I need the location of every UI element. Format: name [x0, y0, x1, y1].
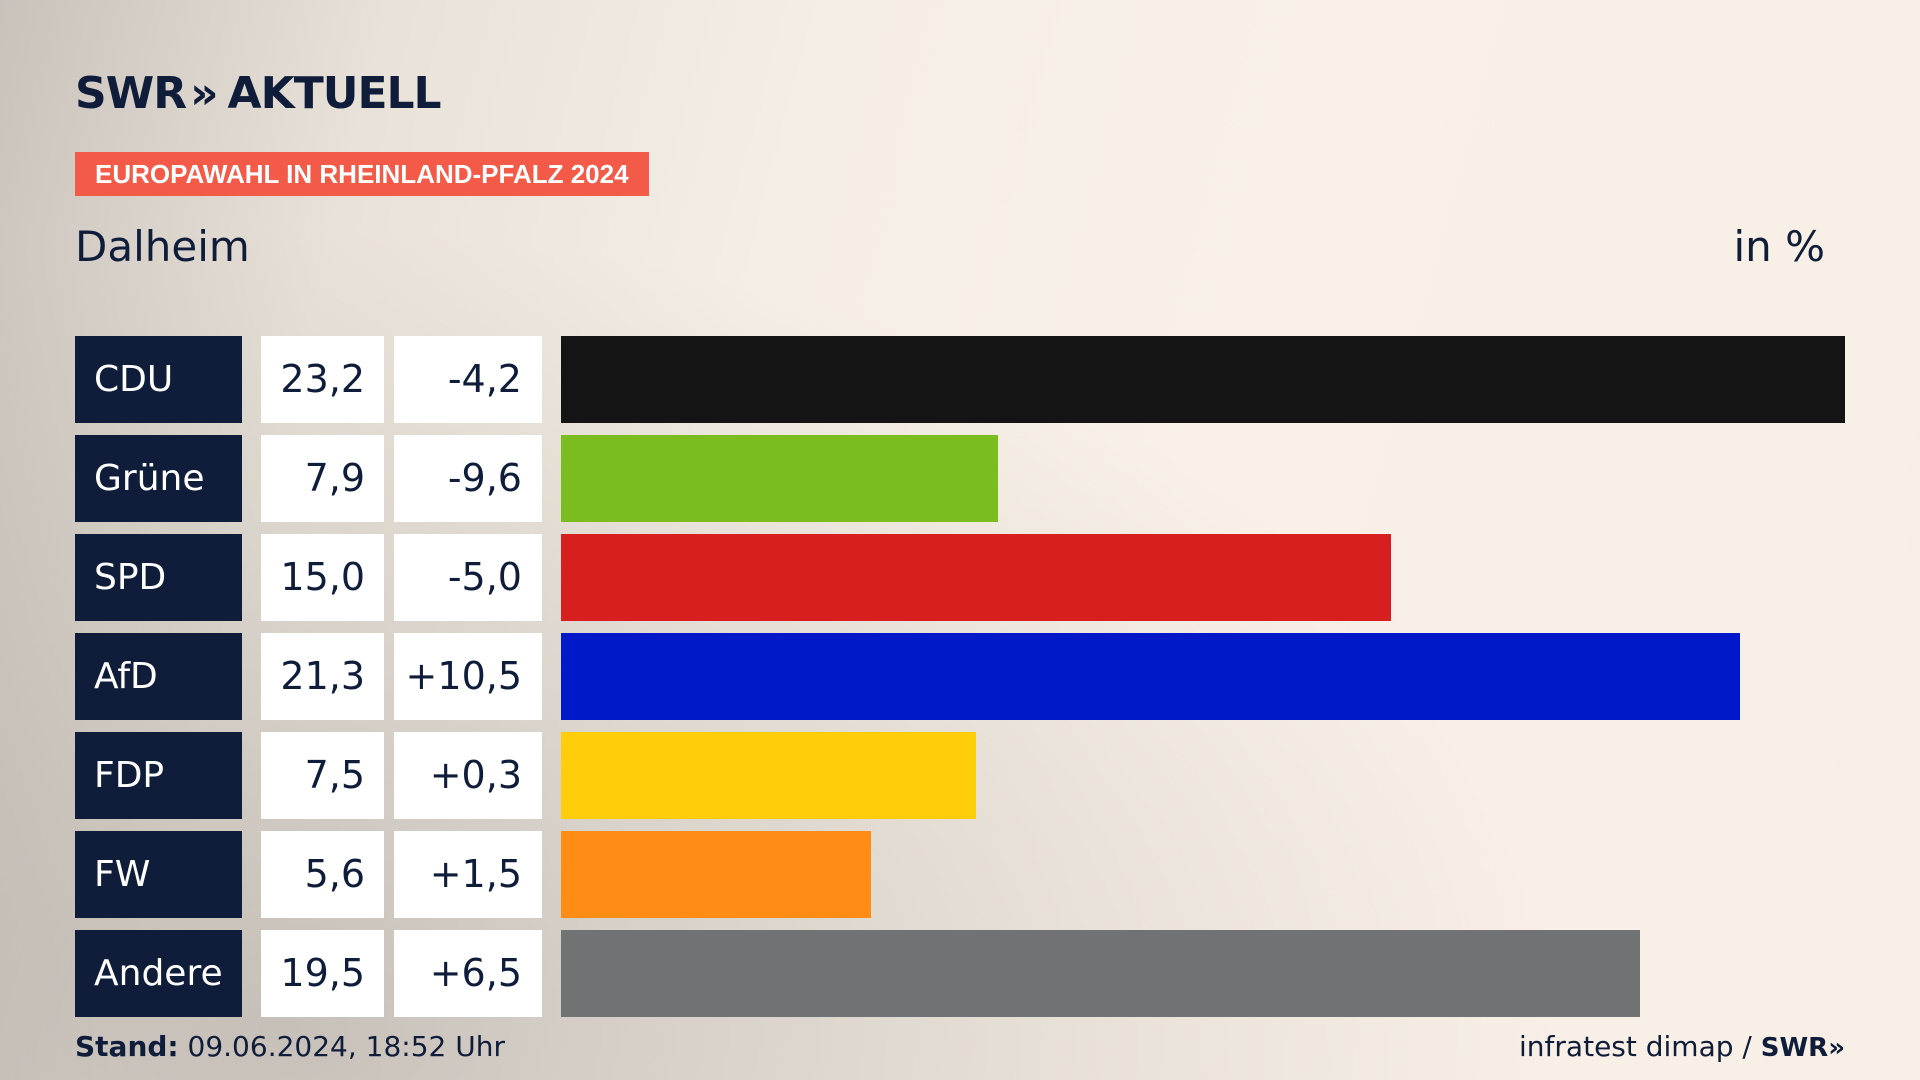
chart-row-fdp: FDP 7,5 +0,3 — [75, 732, 1845, 819]
vote-share-label: 5,6 — [261, 831, 384, 918]
bar-fdp — [561, 732, 976, 819]
party-label: Andere — [75, 930, 242, 1017]
chart-row-spd: SPD 15,0 -5,0 — [75, 534, 1845, 621]
bar-fw — [561, 831, 871, 918]
logo-chevrons-icon: » — [190, 67, 218, 119]
bar-cdu — [561, 336, 1845, 423]
source-text: infratest dimap / — [1519, 1030, 1752, 1063]
region-title: Dalheim — [75, 222, 250, 271]
vote-change-label: +0,3 — [394, 732, 542, 819]
source-swr-logo: SWR» — [1760, 1033, 1845, 1063]
chart-row-afd: AfD 21,3 +10,5 — [75, 633, 1845, 720]
chart-row-fw: FW 5,6 +1,5 — [75, 831, 1845, 918]
party-label: FDP — [75, 732, 242, 819]
bar-grüne — [561, 435, 998, 522]
party-label: FW — [75, 831, 242, 918]
timestamp-value: 09.06.2024, 18:52 Uhr — [187, 1030, 505, 1063]
bar-andere — [561, 930, 1640, 1017]
vote-change-label: +1,5 — [394, 831, 542, 918]
chart-row-andere: Andere 19,5 +6,5 — [75, 930, 1845, 1017]
timestamp: Stand: 09.06.2024, 18:52 Uhr — [75, 1030, 505, 1063]
results-chart: CDU 23,2 -4,2 Grüne 7,9 -9,6 SPD 15,0 -5,0 AfD 21,… — [75, 336, 1845, 1017]
chart-row-grüne: Grüne 7,9 -9,6 — [75, 435, 1845, 522]
swr-aktuell-logo: SWR » AKTUELL — [75, 67, 442, 119]
party-label: Grüne — [75, 435, 242, 522]
vote-change-label: -9,6 — [394, 435, 542, 522]
vote-change-label: +10,5 — [394, 633, 542, 720]
timestamp-label: Stand: — [75, 1030, 179, 1063]
bar-afd — [561, 633, 1740, 720]
data-source: infratest dimap / SWR» — [1519, 1030, 1845, 1063]
election-tag: EUROPAWAHL IN RHEINLAND-PFALZ 2024 — [75, 152, 649, 196]
bar-spd — [561, 534, 1391, 621]
vote-share-label: 23,2 — [261, 336, 384, 423]
logo-aktuell-text: AKTUELL — [227, 67, 442, 119]
vote-share-label: 19,5 — [261, 930, 384, 1017]
vote-share-label: 15,0 — [261, 534, 384, 621]
logo-swr-text: SWR — [75, 67, 187, 119]
vote-share-label: 21,3 — [261, 633, 384, 720]
party-label: CDU — [75, 336, 242, 423]
chart-row-cdu: CDU 23,2 -4,2 — [75, 336, 1845, 423]
vote-change-label: -4,2 — [394, 336, 542, 423]
unit-label: in % — [1733, 222, 1825, 271]
vote-share-label: 7,5 — [261, 732, 384, 819]
vote-share-label: 7,9 — [261, 435, 384, 522]
vote-change-label: -5,0 — [394, 534, 542, 621]
vote-change-label: +6,5 — [394, 930, 542, 1017]
party-label: SPD — [75, 534, 242, 621]
party-label: AfD — [75, 633, 242, 720]
